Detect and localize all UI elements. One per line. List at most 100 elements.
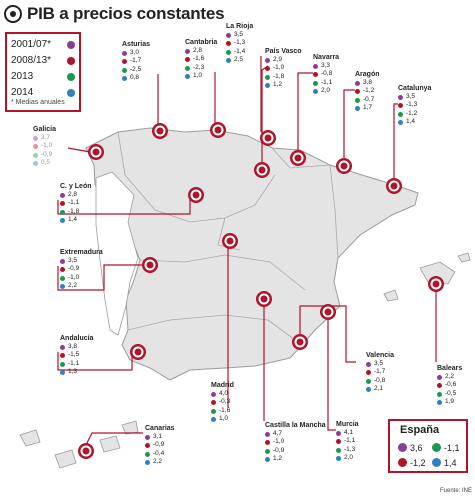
region-marker-10 <box>142 257 158 273</box>
espana-dot <box>398 443 407 452</box>
region-value: 0,5 <box>41 159 51 167</box>
period-dot <box>60 218 65 224</box>
period-dot <box>437 375 442 380</box>
period-dot <box>226 41 231 47</box>
region-value-row: -0,6 <box>437 381 462 389</box>
region-callout: Andalucía 3,8 -1,5 -1,1 1,3 <box>60 334 93 377</box>
region-marker-5 <box>290 150 306 166</box>
region-callout: Aragón 3,8 -1,2 -0,7 1,7 <box>355 70 380 113</box>
period-dot <box>211 417 216 423</box>
period-dot <box>122 51 127 56</box>
region-value: -1,1 <box>321 78 333 86</box>
region-value: 3,0 <box>130 49 140 56</box>
region-value-row: -1,1 <box>60 360 93 368</box>
period-dot <box>60 284 65 290</box>
period-dot <box>122 76 127 82</box>
region-value-row: -0,9 <box>265 447 326 455</box>
region-value: 3,3 <box>321 62 331 69</box>
region-marker-3 <box>260 130 276 146</box>
region-value-row: -1,8 <box>265 73 302 81</box>
region-callout: Cantabria 2,8 -1,6 -2,3 1,0 <box>185 38 217 81</box>
region-marker-7 <box>386 178 402 194</box>
region-name: Murcia <box>336 421 359 428</box>
region-value-row: -1,0 <box>265 438 326 446</box>
region-value: -0,5 <box>445 389 457 397</box>
region-value: 4,1 <box>344 429 354 436</box>
region-value-row: -1,7 <box>366 368 394 376</box>
legend-label: 2014 <box>11 87 34 98</box>
region-value-row: 3,5 <box>60 257 103 265</box>
region-callout: Castilla la Mancha 4,7 -1,0 -0,9 1,2 <box>265 421 326 464</box>
period-dot <box>313 80 318 86</box>
region-name: Asturias <box>122 41 151 48</box>
region-marker-8 <box>88 144 104 160</box>
period-dot <box>437 400 442 406</box>
period-dot <box>366 387 371 393</box>
region-value-row: -1,4 <box>226 48 253 56</box>
region-value: 3,5 <box>406 93 416 100</box>
region-marker-2 <box>210 122 226 138</box>
period-dot <box>60 361 65 367</box>
region-value: 1,4 <box>68 216 78 224</box>
region-value-row: 1,0 <box>185 72 217 80</box>
marker-ring <box>192 191 200 199</box>
region-value-row: 2,1 <box>366 385 394 393</box>
region-value-row: -1,7 <box>122 57 150 65</box>
period-dot <box>336 439 341 445</box>
period-dot <box>60 267 65 273</box>
region-value: -1,1 <box>68 199 80 207</box>
period-dot <box>33 161 38 167</box>
region-value: -1,6 <box>193 55 205 63</box>
region-value: 1,2 <box>273 455 283 463</box>
region-value-row: -1,6 <box>211 407 234 415</box>
region-name: Aragón <box>355 71 380 78</box>
region-marker-12 <box>292 334 308 350</box>
region-value: 1,9 <box>445 398 455 406</box>
region-marker-9 <box>188 187 204 203</box>
marker-ring <box>214 126 222 134</box>
region-value: -1,0 <box>41 142 53 150</box>
region-name: Canarias <box>145 425 175 432</box>
region-value-row: 1,3 <box>60 368 93 376</box>
marker-ring <box>324 308 332 316</box>
period-dot <box>265 457 270 463</box>
espana-value: 3,6 <box>410 443 423 453</box>
region-border <box>329 164 339 259</box>
legend-label: 2008/13* <box>11 55 52 66</box>
espana-title: España <box>400 424 440 436</box>
period-dot <box>33 144 38 150</box>
period-dot <box>265 440 270 446</box>
region-value: -1,3 <box>234 39 246 47</box>
region-border <box>117 131 156 211</box>
period-dot <box>366 378 371 384</box>
period-dot <box>145 443 150 449</box>
region-value: 3,5 <box>234 31 244 38</box>
region-value: 3,8 <box>68 343 78 350</box>
region-value-row: 3,5 <box>398 93 431 101</box>
marker-ring <box>340 162 348 170</box>
legend: 2001/07* 2008/13* 2013 2014 * Medias anu… <box>5 32 81 112</box>
region-value: 1,2 <box>273 81 283 89</box>
region-marker-1 <box>152 123 168 139</box>
region-name: Madrid <box>211 382 234 389</box>
region-value-row: -1,3 <box>226 39 253 47</box>
region-value: 0,8 <box>130 74 140 82</box>
legend-item: 2008/13* <box>11 54 79 68</box>
period-dot <box>366 362 371 367</box>
period-dot <box>265 66 270 72</box>
region-value: -0,8 <box>321 70 333 78</box>
period-dot <box>226 49 231 55</box>
region-value-row: 3,1 <box>145 433 175 441</box>
period-dot <box>313 72 318 78</box>
region-value-row: 3,5 <box>226 31 253 39</box>
period-dot <box>60 275 65 281</box>
legend-item: 2013 <box>11 70 79 84</box>
region-value: 2,2 <box>68 282 78 290</box>
legend-dot <box>67 89 75 97</box>
region-marker-16 <box>320 304 336 320</box>
region-marker-14 <box>222 233 238 249</box>
region-value: -1,4 <box>234 47 246 55</box>
legend-item: 2001/07* <box>11 38 79 52</box>
period-dot <box>122 59 127 65</box>
period-dot <box>60 259 65 264</box>
